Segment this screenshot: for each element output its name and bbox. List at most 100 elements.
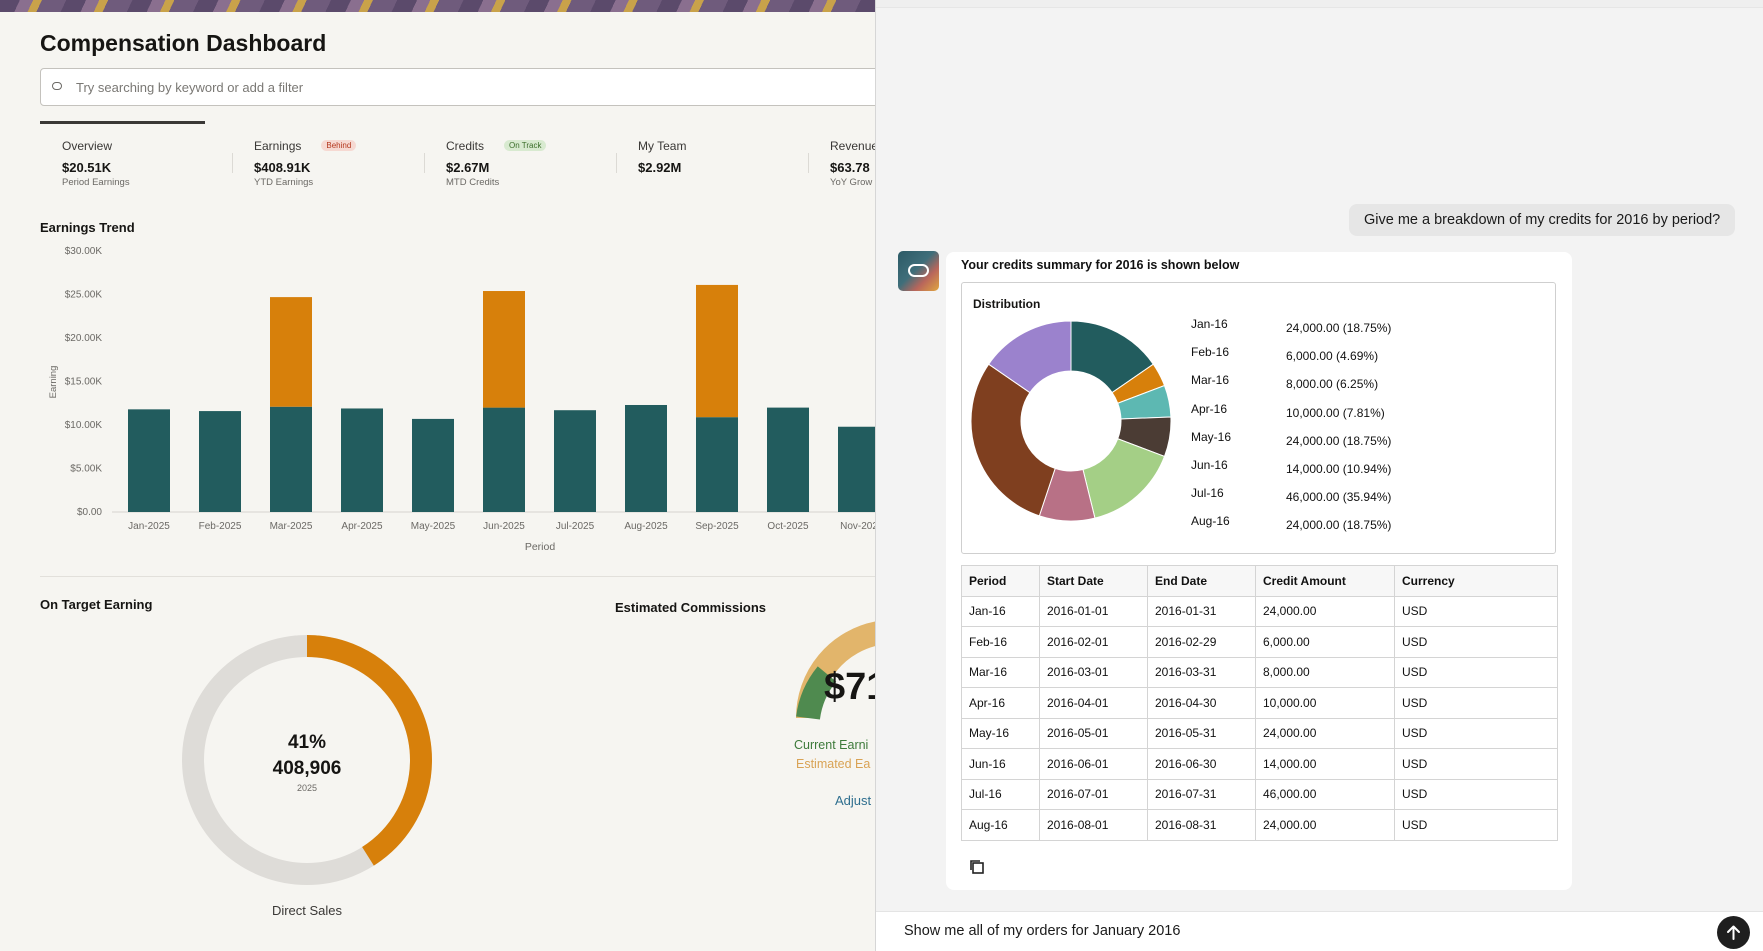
- table-cell: Feb-16: [961, 626, 1040, 658]
- table-cell: 14,000.00: [1255, 748, 1395, 780]
- legend-period: Aug-16: [1191, 514, 1230, 529]
- bar-Sep-2025: [696, 417, 738, 512]
- table-cell: 2016-02-29: [1147, 626, 1256, 658]
- kpi-sub: YTD Earnings: [254, 177, 314, 188]
- kpi-tab-earnings[interactable]: Earnings Behind $408.91K YTD Earnings: [254, 137, 424, 189]
- slice-Aug-16: [988, 321, 1072, 394]
- table-cell: 2016-04-01: [1039, 687, 1148, 719]
- table-cell: 2016-04-30: [1147, 687, 1256, 719]
- kpi-value: $63.78: [830, 160, 870, 175]
- legend-period: May-16: [1191, 429, 1232, 444]
- status-badge: On Track: [504, 140, 547, 151]
- column-header: Start Date: [1039, 565, 1148, 597]
- chat-message-input[interactable]: [904, 918, 1684, 944]
- legend-period: Apr-16: [1191, 401, 1228, 416]
- column-header: Credit Amount: [1255, 565, 1395, 597]
- legend-value: 24,000.00 (18.75%): [1286, 321, 1392, 335]
- adjust-link[interactable]: Adjust: [835, 793, 872, 808]
- kpi-tab-credits[interactable]: Credits On Track $2.67M MTD Credits: [446, 137, 616, 189]
- status-badge: Behind: [321, 140, 357, 151]
- table-cell: 2016-07-01: [1039, 778, 1148, 810]
- table-cell: Jun-16: [961, 748, 1040, 780]
- x-tick-label: May-2025: [411, 521, 456, 532]
- kpi-divider: [232, 153, 233, 173]
- table-row: May-16 2016-05-01 2016-05-31 24,000.00 USD: [961, 717, 1558, 749]
- table-cell: Mar-16: [961, 656, 1040, 688]
- y-tick-label: $20.00K: [65, 333, 103, 344]
- bar-May-2025: [412, 418, 454, 512]
- kpi-tab-overview[interactable]: Overview $20.51K Period Earnings: [62, 137, 232, 189]
- header-banner: [0, 0, 875, 12]
- kpi-value: $20.51K: [62, 160, 112, 175]
- copy-icon[interactable]: [968, 858, 986, 876]
- kpi-tab-revenue[interactable]: Revenue $63.78 YoY Grow: [830, 137, 875, 189]
- distribution-chart-box: Distribution Jan-16 24,000.00 (18.75%) Feb…: [961, 282, 1556, 554]
- table-cell: 6,000.00: [1255, 626, 1395, 658]
- bar-Jan-2025: [128, 409, 170, 512]
- kpi-sub: YoY Grow: [830, 177, 873, 188]
- table-cell: 46,000.00: [1255, 778, 1395, 810]
- ote-value: 408,906: [272, 758, 342, 779]
- y-axis-label: Earning: [48, 366, 59, 399]
- current-earnings-label: Current Earni: [794, 738, 869, 752]
- table-cell: Apr-16: [961, 687, 1040, 719]
- chat-top-bar: [876, 0, 1763, 8]
- table-cell: 2016-08-01: [1039, 809, 1148, 841]
- legend-period: Feb-16: [1191, 345, 1230, 360]
- legend-period: Jun-16: [1191, 458, 1228, 472]
- x-tick-label: Jun-2025: [483, 521, 525, 532]
- bar-Jul-2025: [554, 410, 596, 512]
- table-cell: 8,000.00: [1255, 656, 1395, 688]
- kpi-value: $2.67M: [446, 160, 490, 175]
- table-row: Feb-16 2016-02-01 2016-02-29 6,000.00 USD: [961, 626, 1558, 658]
- x-tick-label: Mar-2025: [270, 521, 313, 532]
- on-target-earning-title: On Target Earning: [40, 597, 153, 612]
- table-cell: Jul-16: [961, 778, 1040, 810]
- table-cell: USD: [1394, 809, 1558, 841]
- table-cell: USD: [1394, 687, 1558, 719]
- table-cell: 24,000.00: [1255, 809, 1395, 841]
- distribution-donut-chart: [971, 321, 1171, 521]
- x-tick-label: Nov-202: [840, 521, 875, 532]
- y-tick-label: $5.00K: [70, 464, 102, 475]
- search-bar[interactable]: [40, 68, 875, 106]
- arrow-up-icon: [1727, 925, 1740, 940]
- bar-Feb-2025: [199, 411, 241, 512]
- table-row: Jul-16 2016-07-01 2016-07-31 46,000.00 USD: [961, 778, 1558, 810]
- search-input[interactable]: [76, 69, 875, 105]
- estimated-commissions-gauge: [795, 621, 875, 720]
- x-tick-label: Feb-2025: [199, 521, 242, 532]
- table-cell: 2016-05-01: [1039, 717, 1148, 749]
- ote-label: Direct Sales: [271, 903, 343, 918]
- bar-Mar-2025: [270, 406, 312, 512]
- ote-progress-arc: [182, 635, 432, 885]
- ote-year: 2025: [296, 783, 318, 793]
- earnings-trend-title: Earnings Trend: [40, 220, 135, 235]
- kpi-label: Credits: [446, 139, 485, 153]
- bar-Nov-202: [838, 426, 875, 512]
- kpi-sub: MTD Credits: [446, 177, 500, 188]
- legend-value: 24,000.00 (18.75%): [1286, 518, 1392, 533]
- legend-value: 6,000.00 (4.69%): [1286, 349, 1379, 364]
- table-cell: 2016-08-31: [1147, 809, 1256, 841]
- kpi-divider: [616, 153, 617, 173]
- kpi-tab-my-team[interactable]: My Team $2.92M: [638, 137, 808, 189]
- distribution-title: Distribution: [973, 297, 1041, 311]
- section-divider: [40, 576, 875, 577]
- estimated-earnings-label: Estimated Ea: [796, 757, 871, 771]
- bar-Apr-2025: [341, 408, 383, 512]
- gauge-current-arc: [796, 666, 837, 720]
- legend-period: Mar-16: [1191, 373, 1230, 388]
- table-cell: 2016-06-01: [1039, 748, 1148, 780]
- x-tick-label: Aug-2025: [624, 521, 668, 532]
- legend-value: 14,000.00 (10.94%): [1286, 462, 1392, 476]
- kpi-value: $2.92M: [638, 160, 682, 175]
- kpi-divider: [808, 153, 809, 173]
- table-cell: 2016-05-31: [1147, 717, 1256, 749]
- send-button[interactable]: [1717, 916, 1750, 949]
- earnings-trend-chart: $0.00 $5.00K $10.00K $15.00K $20.00K $25.00K $…: [48, 246, 875, 553]
- compensation-dashboard: Compensation Dashboard Overview $20.51K …: [0, 0, 875, 951]
- user-message-bubble: Give me a breakdown of my credits for 20…: [1349, 204, 1736, 236]
- table-cell: 2016-01-31: [1147, 595, 1256, 627]
- kpi-label: Revenue: [830, 139, 875, 153]
